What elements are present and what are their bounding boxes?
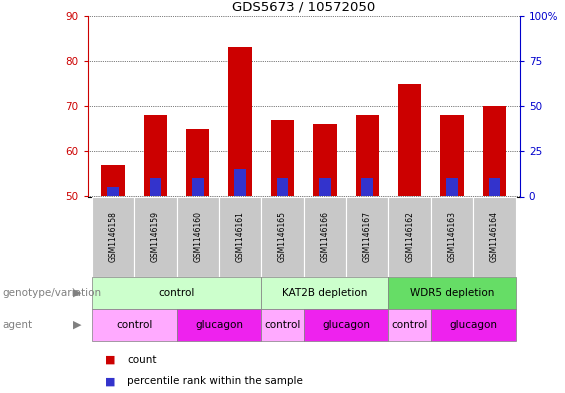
Bar — [389, 277, 516, 309]
Bar — [177, 309, 262, 341]
Bar — [144, 115, 167, 196]
Bar — [262, 277, 389, 309]
Text: glucagon: glucagon — [449, 320, 497, 330]
Text: GSM1146164: GSM1146164 — [490, 211, 499, 262]
Bar — [92, 309, 177, 341]
Bar — [177, 196, 219, 277]
Bar — [134, 196, 177, 277]
Title: GDS5673 / 10572050: GDS5673 / 10572050 — [232, 0, 375, 13]
Bar — [398, 83, 421, 196]
Text: WDR5 depletion: WDR5 depletion — [410, 288, 494, 298]
Text: agent: agent — [3, 320, 33, 330]
Bar — [262, 309, 304, 341]
Bar — [186, 129, 210, 196]
Bar — [483, 106, 506, 196]
Text: glucagon: glucagon — [322, 320, 370, 330]
Bar — [313, 124, 337, 196]
Text: ■: ■ — [105, 354, 115, 365]
Bar — [304, 309, 389, 341]
Bar — [362, 178, 373, 196]
Bar — [389, 309, 431, 341]
Text: GSM1146159: GSM1146159 — [151, 211, 160, 262]
Text: GSM1146158: GSM1146158 — [108, 211, 118, 262]
Bar — [234, 169, 246, 196]
Bar — [431, 196, 473, 277]
Bar — [304, 196, 346, 277]
Bar — [446, 178, 458, 196]
Text: GSM1146162: GSM1146162 — [405, 211, 414, 262]
Bar — [107, 187, 119, 196]
Text: ▶: ▶ — [73, 288, 82, 298]
Bar — [440, 115, 464, 196]
Text: glucagon: glucagon — [195, 320, 243, 330]
Text: control: control — [264, 320, 301, 330]
Bar — [355, 115, 379, 196]
Bar — [277, 178, 288, 196]
Bar — [319, 178, 331, 196]
Text: ■: ■ — [105, 376, 115, 386]
Bar — [389, 196, 431, 277]
Bar — [101, 165, 125, 196]
Bar — [219, 196, 262, 277]
Bar — [92, 277, 262, 309]
Text: ▶: ▶ — [73, 320, 82, 330]
Bar — [92, 196, 134, 277]
Text: GSM1146166: GSM1146166 — [320, 211, 329, 262]
Text: GSM1146160: GSM1146160 — [193, 211, 202, 262]
Text: control: control — [116, 320, 153, 330]
Text: percentile rank within the sample: percentile rank within the sample — [127, 376, 303, 386]
Text: control: control — [158, 288, 195, 298]
Text: GSM1146163: GSM1146163 — [447, 211, 457, 262]
Text: control: control — [392, 320, 428, 330]
Bar — [192, 178, 203, 196]
Bar — [228, 47, 252, 196]
Bar — [262, 196, 304, 277]
Text: KAT2B depletion: KAT2B depletion — [282, 288, 368, 298]
Text: GSM1146167: GSM1146167 — [363, 211, 372, 262]
Bar — [346, 196, 389, 277]
Bar — [489, 178, 500, 196]
Bar — [431, 309, 516, 341]
Text: genotype/variation: genotype/variation — [3, 288, 102, 298]
Bar — [271, 119, 294, 196]
Text: count: count — [127, 354, 157, 365]
Bar — [473, 196, 516, 277]
Text: GSM1146165: GSM1146165 — [278, 211, 287, 262]
Bar — [150, 178, 161, 196]
Text: GSM1146161: GSM1146161 — [236, 211, 245, 262]
